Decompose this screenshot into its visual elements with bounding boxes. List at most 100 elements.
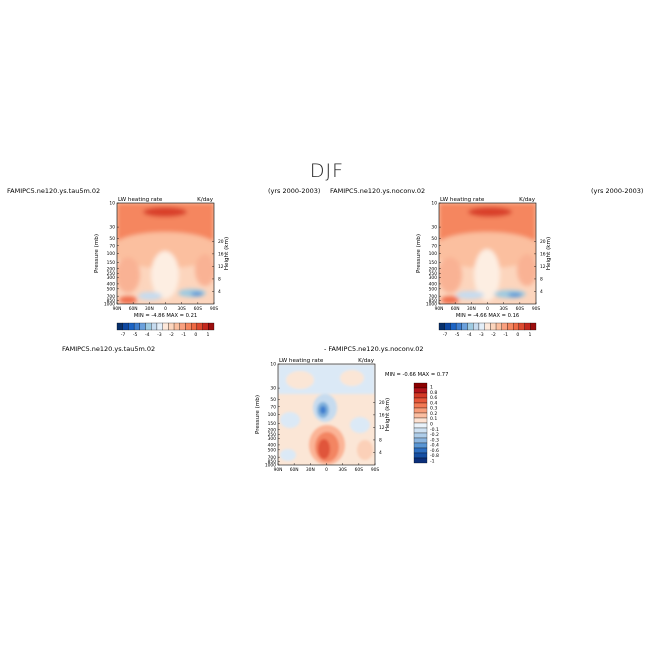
panel3-colorbar-label: -0.1 bbox=[430, 427, 439, 433]
panel3-xtick-label: 30N bbox=[306, 467, 315, 473]
panel3-case-label: FAMIPC5.ne120.ys.tau5m.02 bbox=[62, 345, 156, 353]
panel3-htick-label: 20 bbox=[379, 400, 385, 406]
panel3-ytick-label: 150 bbox=[268, 421, 277, 427]
panel1-colorbar-swatch bbox=[179, 322, 186, 331]
panel3-colorbar-label: 0 bbox=[430, 422, 433, 428]
panel1-xtick-label: 0 bbox=[164, 306, 167, 312]
panel2-ytick-label: 150 bbox=[429, 260, 438, 266]
panel2-ytick-label: 300 bbox=[429, 275, 438, 281]
panel2-colorbar-swatch bbox=[513, 322, 520, 331]
panel3-colorbar-label: 0.1 bbox=[430, 416, 437, 422]
panel2-title: LW heating rate bbox=[440, 197, 485, 203]
panel2-ytick-label: 50 bbox=[431, 236, 437, 242]
panel2-stats: MIN = -4.66 MAX = 0.16 bbox=[456, 313, 519, 319]
panel2-colorbar-swatch bbox=[473, 322, 480, 331]
panel2-colorbar-swatch bbox=[455, 322, 462, 331]
panel1-ytick-label: 200 bbox=[107, 266, 116, 272]
panel1-colorbar-swatch bbox=[191, 322, 198, 331]
panel1-ylabel-right: Height (km) bbox=[224, 237, 230, 270]
panel1-colorbar-swatch bbox=[173, 322, 180, 331]
panel1-xtick-label: 90S bbox=[210, 306, 219, 312]
panel2-ytick-label: 30 bbox=[431, 225, 437, 231]
panel2-colorbar-swatch bbox=[490, 322, 497, 331]
panel1-colorbar-swatch bbox=[156, 322, 163, 331]
panel3-ytick-label: 250 bbox=[268, 432, 277, 438]
panel2-xtick-label: 90N bbox=[435, 306, 444, 312]
panel1-colorbar-label: 1 bbox=[207, 332, 210, 338]
panel1-ytick-label: 70 bbox=[109, 243, 115, 249]
panel2-colorbar-label: 1 bbox=[529, 332, 532, 338]
panel1-htick-label: 16 bbox=[218, 251, 224, 257]
panel3-colorbar-label: -0.6 bbox=[430, 448, 439, 454]
panel2-ytick-label: 400 bbox=[429, 282, 438, 288]
panel1-htick-label: 4 bbox=[218, 289, 221, 295]
panel3-ytick-label: 1000 bbox=[265, 463, 276, 469]
panel1-title: LW heating rate bbox=[118, 197, 163, 203]
panel3-colorbar-label: 0.8 bbox=[430, 390, 437, 396]
panel1-colorbar-label: -4 bbox=[145, 332, 150, 338]
panel2-colorbar-label: -1 bbox=[503, 332, 508, 338]
panel1-colorbar-swatch bbox=[122, 322, 129, 331]
panel2-xtick-label: 0 bbox=[486, 306, 489, 312]
panel3-xtick-label: 0 bbox=[325, 467, 328, 473]
panel2-htick-label: 8 bbox=[540, 277, 543, 283]
panel3-ytick-label: 400 bbox=[268, 443, 277, 449]
panel1-ytick-label: 500 bbox=[107, 286, 116, 292]
panel1-xtick-label: 60N bbox=[129, 306, 138, 312]
panel1-ytick-label: 400 bbox=[107, 282, 116, 288]
panel1-colorbar-swatch bbox=[196, 322, 203, 331]
panel3-ylabel: Pressure (mb) bbox=[255, 395, 261, 434]
panel3-case-minus-label: - FAMIPC5.ne120.ys.noconv.02 bbox=[324, 345, 424, 353]
panel1-ytick-label: 700 bbox=[107, 294, 116, 300]
panel1-ytick-label: 100 bbox=[107, 251, 116, 257]
panel1-ytick-label: 150 bbox=[107, 260, 116, 266]
panel2-ytick-label: 500 bbox=[429, 286, 438, 292]
panel2-colorbar-swatch bbox=[467, 322, 474, 331]
panel2-ylabel: Pressure (mb) bbox=[416, 234, 422, 273]
panel1-colorbar-label: -5 bbox=[133, 332, 138, 338]
panel2-colorbar-swatch bbox=[518, 322, 525, 331]
panel3-colorbar-swatch bbox=[413, 417, 428, 424]
panel2-xtick-label: 90S bbox=[532, 306, 541, 312]
panel1-colorbar-swatch bbox=[139, 322, 146, 331]
panel1-colorbar-swatch bbox=[116, 322, 123, 331]
panel3-ytick-label: 70 bbox=[270, 404, 276, 410]
panel2-colorbar-swatch bbox=[461, 322, 468, 331]
panel3-field bbox=[278, 364, 375, 465]
panel1-ytick-label: 850 bbox=[107, 298, 116, 304]
panel3-htick-label: 4 bbox=[379, 450, 382, 456]
panel3-ytick-label: 300 bbox=[268, 436, 277, 442]
panel2-ytick-label: 250 bbox=[429, 271, 438, 277]
panel1-colorbar-label: -7 bbox=[121, 332, 126, 338]
panel3-xtick-label: 90S bbox=[371, 467, 380, 473]
panel1-years-label: (yrs 2000-2003) bbox=[268, 187, 321, 195]
panel3-colorbar-swatch bbox=[413, 397, 428, 404]
panel3-ytick-label: 30 bbox=[270, 386, 276, 392]
panel3-htick-label: 12 bbox=[379, 425, 385, 431]
panel3-xtick-label: 90N bbox=[274, 467, 283, 473]
panel3-colorbar-label: 0.2 bbox=[430, 411, 437, 417]
panel1-stats: MIN = -4.86 MAX = 0.21 bbox=[134, 313, 197, 319]
panel3-title: LW heating rate bbox=[279, 358, 324, 364]
panel2-case-label: FAMIPC5.ne120.ys.noconv.02 bbox=[330, 187, 426, 195]
panel3-colorbar-label: -0.2 bbox=[430, 432, 439, 438]
panel1-xtick-label: 60S bbox=[194, 306, 203, 312]
panel3-colorbar-swatch bbox=[413, 387, 428, 394]
panel2-colorbar-label: -7 bbox=[443, 332, 448, 338]
panel2-units: K/day bbox=[519, 197, 536, 203]
panel3-units: K/day bbox=[358, 358, 375, 364]
panel2-colorbar-label: -2 bbox=[491, 332, 496, 338]
panel3-colorbar-swatch bbox=[413, 427, 428, 434]
panel2-ytick-label: 850 bbox=[429, 298, 438, 304]
panel3-colorbar-swatch bbox=[413, 407, 428, 414]
panel2-xtick-label: 60S bbox=[516, 306, 525, 312]
panel3-ylabel-right: Height (km) bbox=[385, 398, 391, 431]
panel3-colorbar-label: 0.3 bbox=[430, 406, 437, 412]
panel2-years-label: (yrs 2000-2003) bbox=[591, 187, 644, 195]
panel1-colorbar-label: -3 bbox=[157, 332, 162, 338]
panel3-colorbar-label: 0.4 bbox=[430, 400, 437, 406]
panel2-colorbar-swatch bbox=[530, 322, 537, 331]
panel3-htick-label: 8 bbox=[379, 438, 382, 444]
panel1-ylabel: Pressure (mb) bbox=[94, 234, 100, 273]
panel3-ytick-label: 700 bbox=[268, 455, 277, 461]
